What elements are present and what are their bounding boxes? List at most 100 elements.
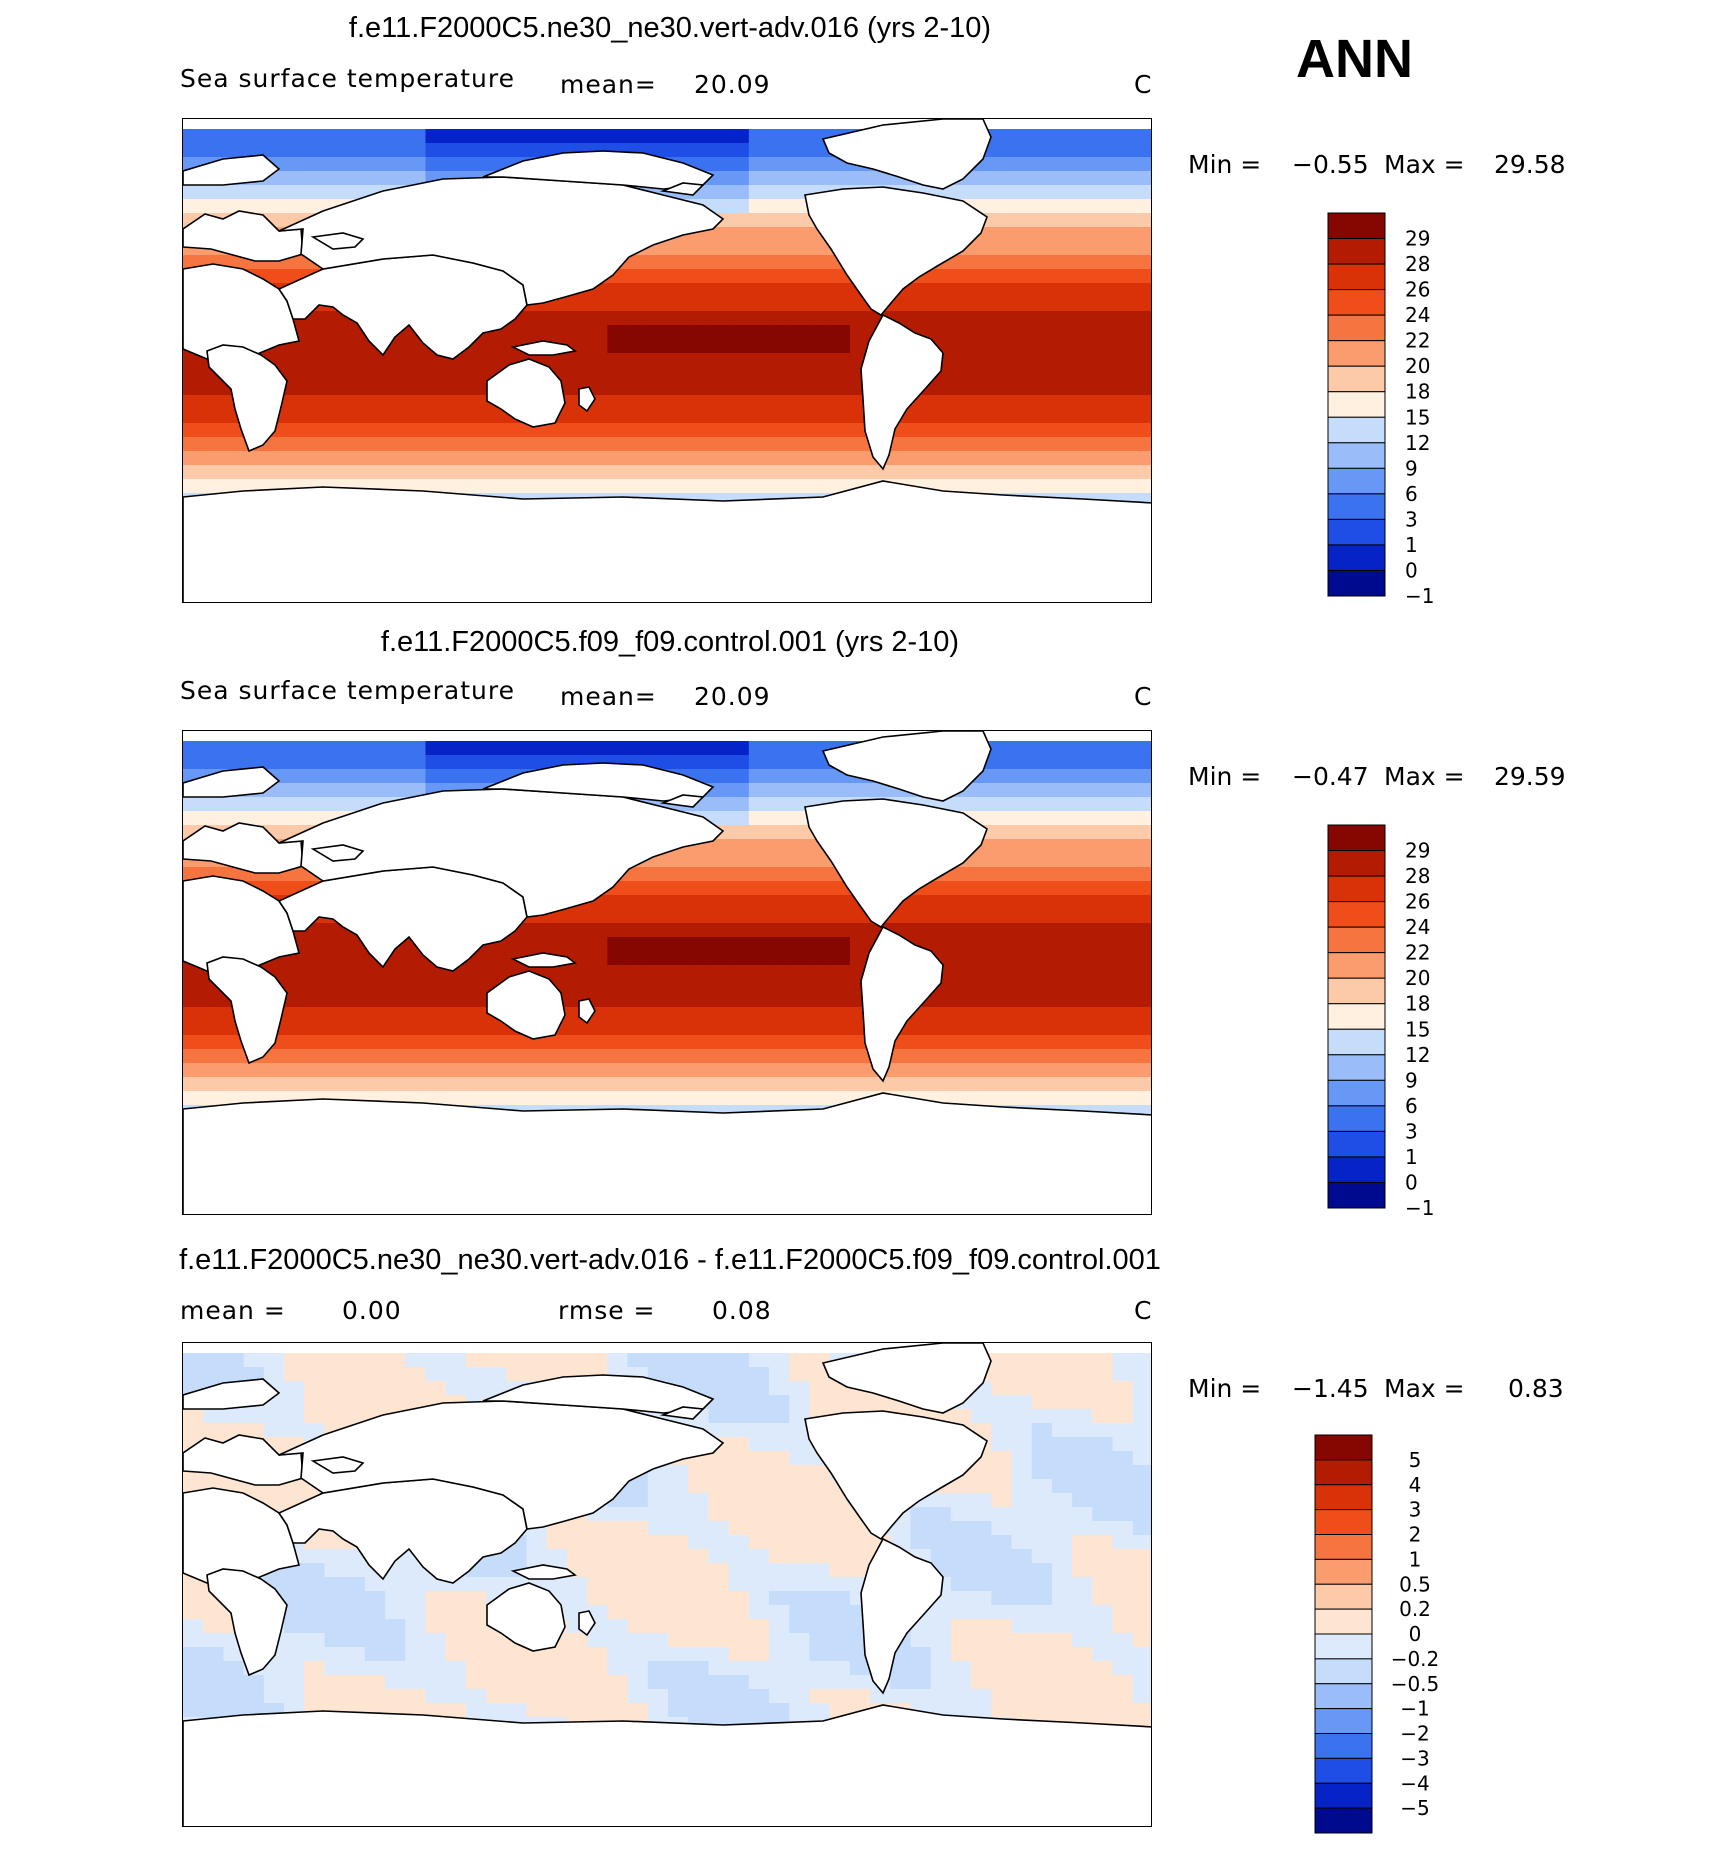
sst-cell: [769, 1353, 790, 1368]
sst-cell: [769, 1091, 790, 1106]
sst-cell: [344, 129, 366, 144]
sst-cell: [1132, 853, 1151, 868]
sst-cell: [263, 811, 285, 826]
sst-cell: [849, 923, 871, 938]
sst-cell: [203, 409, 225, 424]
sst-cell: [991, 1479, 1013, 1494]
sst-cell: [1132, 465, 1151, 480]
sst-cell: [728, 129, 750, 144]
sst-cell: [1011, 853, 1033, 868]
sst-cell: [627, 1563, 649, 1578]
sst-cell: [1132, 1521, 1151, 1536]
sst-cell: [1031, 269, 1053, 284]
colorbar-tick-label: 0.5: [1399, 1572, 1431, 1596]
sst-cell: [769, 1021, 790, 1036]
sst-cell: [627, 1633, 649, 1648]
sst-cell: [1031, 979, 1053, 994]
sst-cell: [1011, 171, 1033, 186]
sst-cell: [1051, 1619, 1073, 1634]
colorbar-tick-label: 0: [1405, 1170, 1418, 1194]
sst-cell: [668, 1563, 689, 1578]
sst-cell: [284, 755, 305, 770]
sst-cell: [971, 1535, 992, 1550]
sst-cell: [304, 1605, 326, 1620]
sst-cell: [243, 811, 265, 826]
sst-cell: [405, 157, 427, 172]
sst-cell: [445, 1605, 467, 1620]
sst-cell: [1092, 283, 1114, 298]
sst-cell: [445, 769, 467, 784]
sst-cell: [1112, 381, 1134, 396]
sst-cell: [748, 1493, 770, 1508]
sst-cell: [263, 143, 285, 158]
sst-cell: [809, 465, 831, 480]
sst-cell: [991, 1521, 1013, 1536]
sst-cell: [728, 1535, 750, 1550]
sst-cell: [385, 1381, 406, 1396]
sst-cell: [668, 409, 689, 424]
sst-cell: [324, 353, 346, 368]
colorbar-tick-label: 28: [1405, 252, 1430, 276]
sst-cell: [506, 437, 528, 452]
sst-cell: [728, 923, 750, 938]
sst-cell: [465, 1703, 487, 1718]
sst-cell: [809, 1091, 831, 1106]
sst-cell: [1011, 1395, 1033, 1410]
sst-cell: [829, 437, 851, 452]
sst-cell: [910, 1689, 932, 1704]
sst-cell: [1051, 339, 1073, 354]
sst-cell: [324, 465, 346, 480]
sst-cell: [769, 129, 790, 144]
sst-cell: [647, 1091, 669, 1106]
sst-cell: [1132, 143, 1151, 158]
sst-cell: [971, 451, 992, 466]
sst-cell: [991, 297, 1013, 312]
sst-cell: [1031, 1507, 1053, 1522]
sst-cell: [607, 1049, 629, 1064]
sst-cell: [789, 825, 811, 840]
sst-cell: [789, 297, 811, 312]
sst-cell: [647, 367, 669, 382]
sst-cell: [284, 1605, 305, 1620]
sst-cell: [607, 1035, 629, 1050]
sst-cell: [1132, 1507, 1151, 1522]
sst-cell: [183, 755, 204, 770]
sst-cell: [546, 923, 568, 938]
sst-cell: [526, 465, 548, 480]
sst-cell: [829, 1689, 851, 1704]
sst-cell: [829, 979, 851, 994]
sst-cell: [324, 409, 346, 424]
sst-cell: [1031, 1353, 1053, 1368]
sst-cell: [950, 339, 972, 354]
sst-cell: [263, 1661, 285, 1676]
colorbar-swatch: [1314, 1757, 1373, 1784]
colorbar-swatch: [1327, 518, 1386, 546]
sst-cell: [243, 1423, 265, 1438]
sst-cell: [789, 241, 811, 256]
sst-cell: [223, 143, 245, 158]
sst-cell: [708, 1077, 730, 1092]
panel-title: f.e11.F2000C5.ne30_ne30.vert-adv.016 - f…: [179, 1244, 1161, 1276]
sst-cell: [607, 1689, 629, 1704]
sst-cell: [607, 1647, 629, 1662]
sst-cell: [607, 923, 629, 938]
sst-cell: [1092, 255, 1114, 270]
sst-cell: [728, 185, 750, 200]
sst-cell: [344, 1367, 366, 1382]
sst-cell: [1092, 1633, 1114, 1648]
sst-cell: [647, 423, 669, 438]
sst-cell: [324, 1035, 346, 1050]
sst-cell: [385, 1035, 406, 1050]
sst-cell: [991, 1605, 1013, 1620]
sst-cell: [1132, 339, 1151, 354]
sst-cell: [405, 993, 427, 1008]
sst-cell: [344, 465, 366, 480]
sst-cell: [445, 1007, 467, 1022]
sst-cell: [1132, 797, 1151, 812]
sst-cell: [405, 1661, 427, 1676]
sst-cell: [1112, 1605, 1134, 1620]
sst-cell: [971, 1591, 992, 1606]
sst-cell: [607, 339, 629, 354]
sst-cell: [647, 895, 669, 910]
sst-cell: [284, 741, 305, 756]
